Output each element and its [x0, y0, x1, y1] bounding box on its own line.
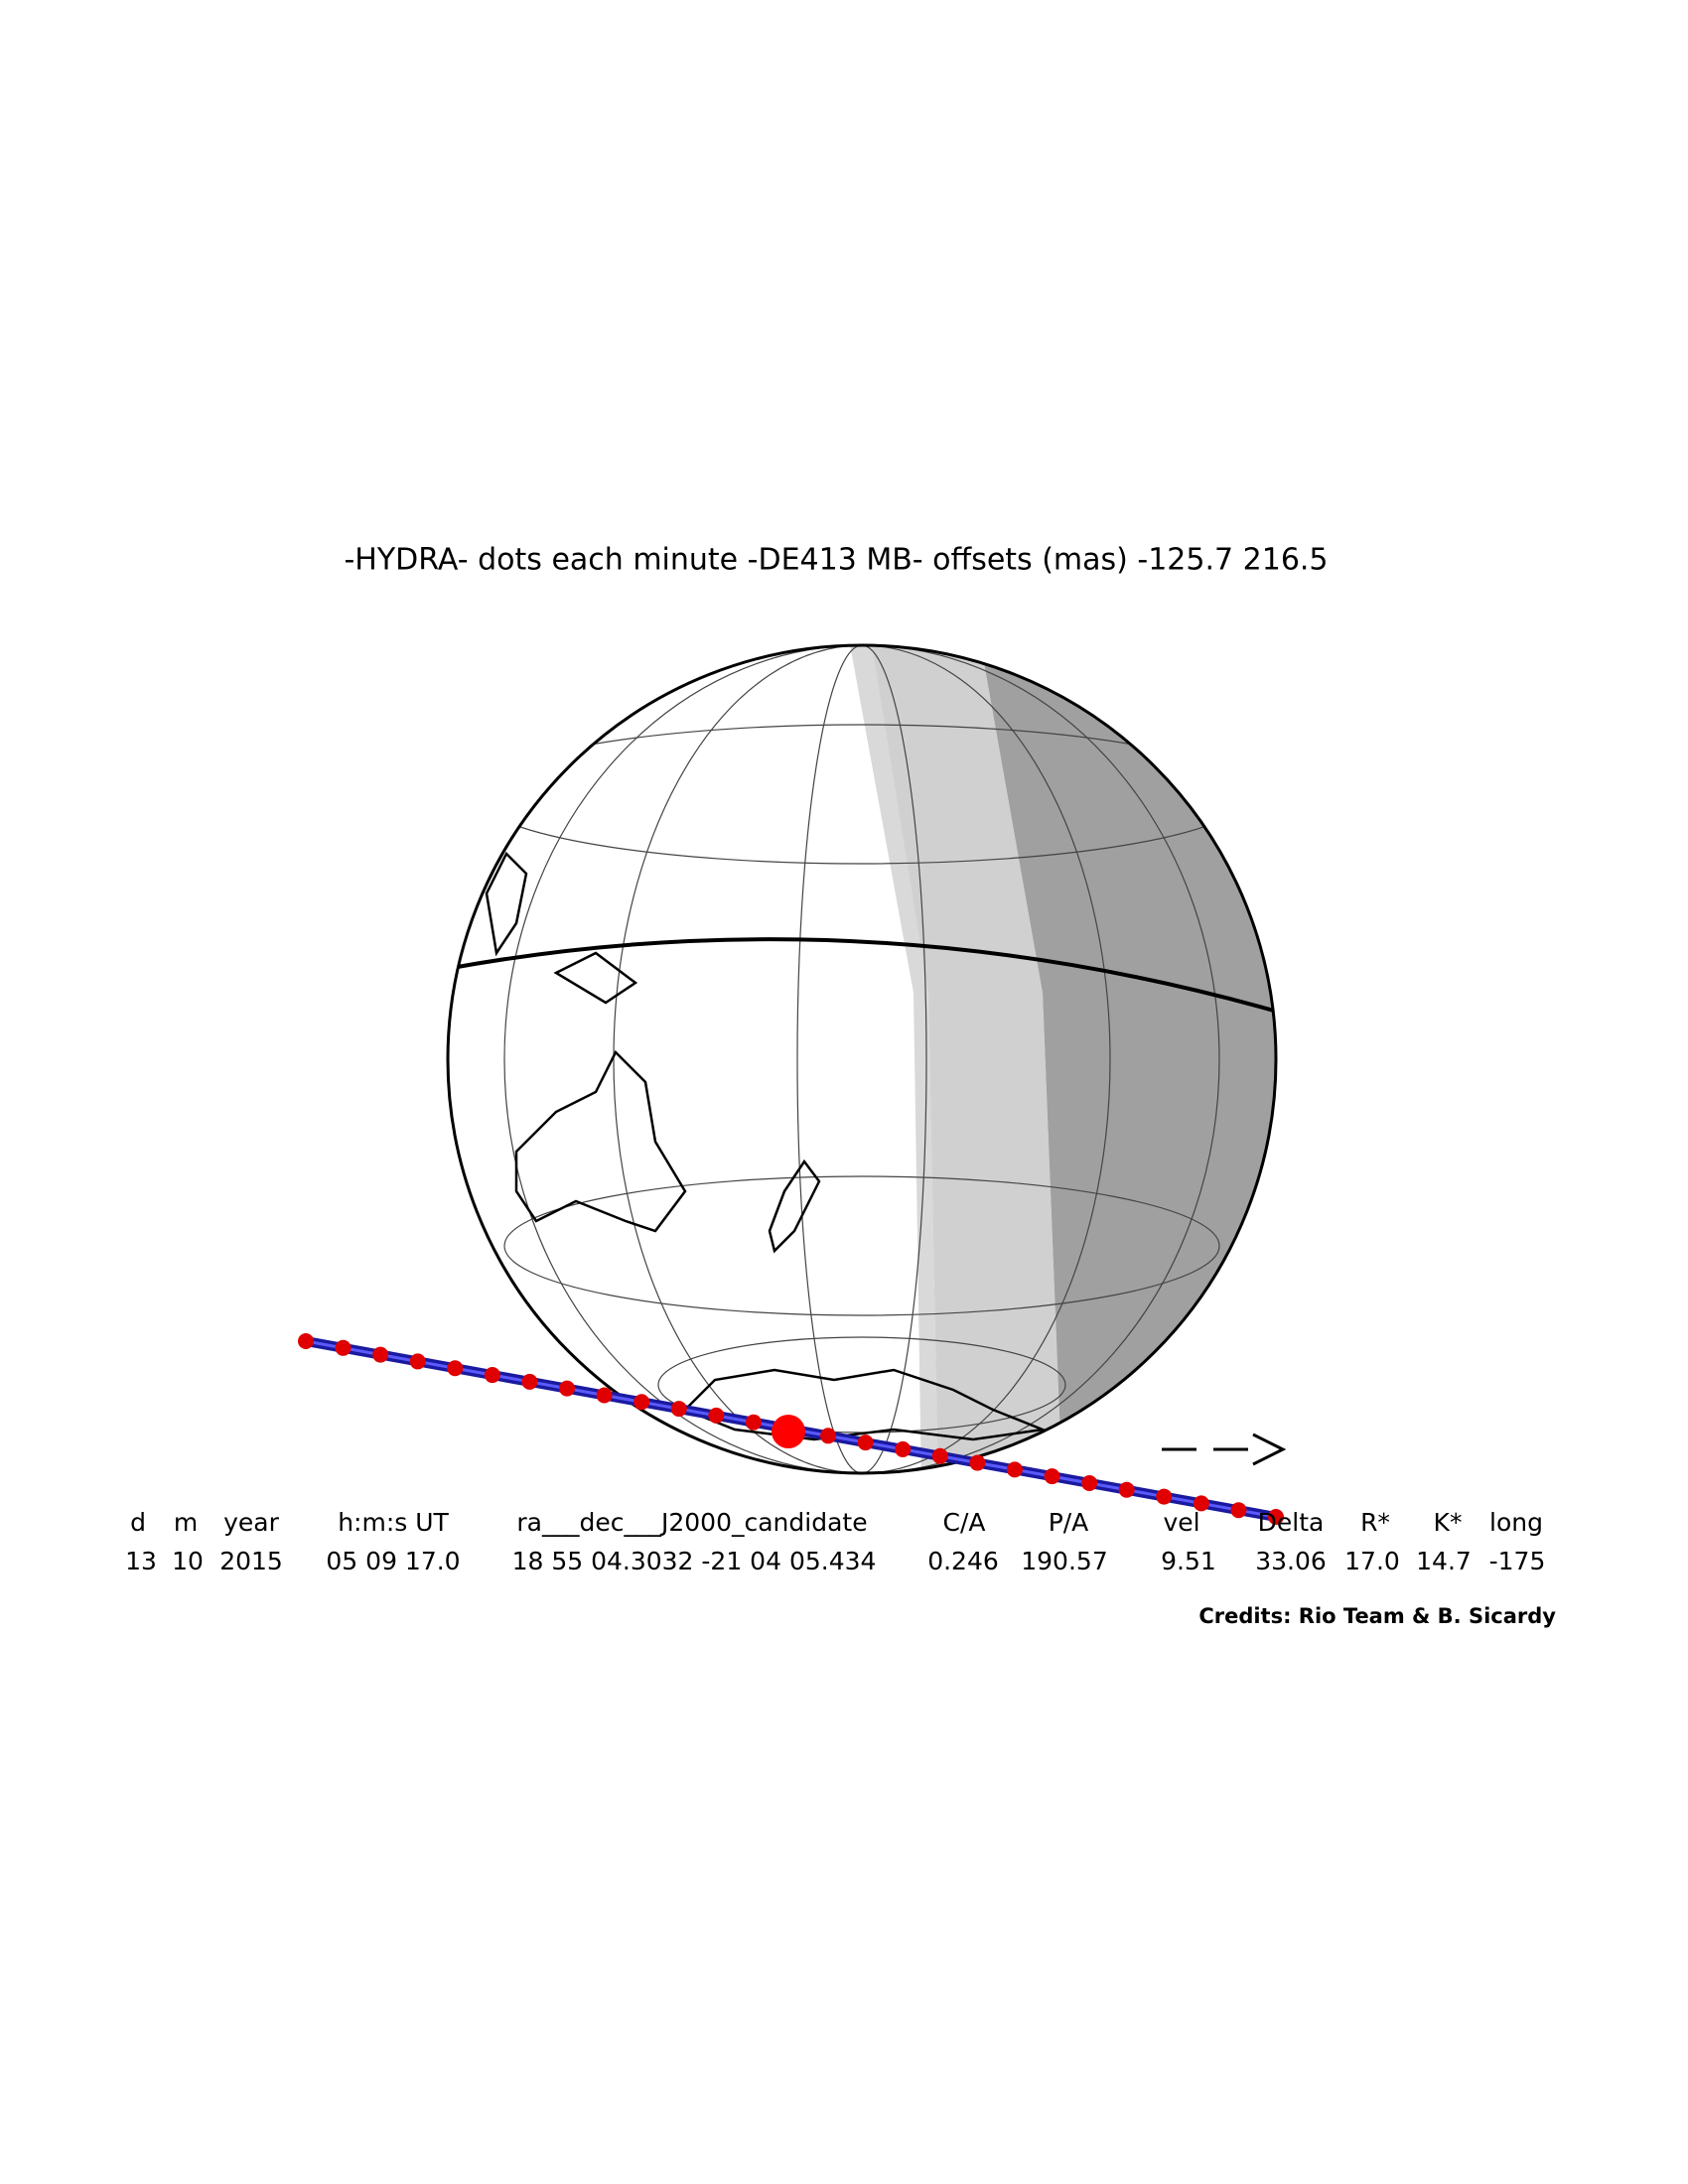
track-dot: [521, 1373, 538, 1390]
globe: [446, 643, 1278, 1475]
equator: [451, 937, 1276, 1015]
track-dot: [969, 1454, 986, 1471]
table-value: 05 09 17.0: [326, 1547, 460, 1575]
table-header: K*: [1434, 1508, 1463, 1537]
track-dot: [931, 1447, 948, 1464]
table-header: C/A: [943, 1508, 986, 1537]
table-value: 14.7: [1416, 1547, 1472, 1575]
table-header: d: [130, 1508, 146, 1537]
shadow-track: [298, 1333, 1284, 1525]
track-dot: [633, 1394, 650, 1411]
twilight-zone: [864, 645, 1062, 1473]
credits: Credits: Rio Team & B. Sicardy: [1198, 1604, 1556, 1628]
table-header: R*: [1360, 1508, 1390, 1537]
table-value: -175: [1489, 1547, 1546, 1575]
table-value: 0.246: [927, 1547, 999, 1575]
track-dot: [1193, 1495, 1209, 1512]
track-dot: [857, 1434, 874, 1451]
table-value: 13: [125, 1547, 157, 1575]
table-value: 2015: [219, 1547, 283, 1575]
parameter-table: d m year h:m:s UT ra___dec___J2000_candidate…: [125, 1508, 1545, 1575]
table-value: 17.0: [1344, 1547, 1400, 1575]
twilight: [841, 645, 938, 1473]
track-dot: [335, 1339, 352, 1356]
closest-approach: [772, 1415, 805, 1448]
title: -HYDRA- dots each minute -DE413 MB- offs…: [344, 543, 1328, 578]
track-dot: [1156, 1488, 1173, 1505]
track-dot: [670, 1401, 687, 1418]
coastlines: [485, 851, 1048, 1441]
table-header: h:m:s UT: [338, 1508, 449, 1537]
track-dot: [1268, 1509, 1284, 1525]
table-header: P/A: [1049, 1508, 1089, 1537]
track-dot: [1230, 1502, 1247, 1519]
track-dot: [484, 1367, 500, 1384]
track-dot: [820, 1428, 837, 1444]
table-header: m: [174, 1508, 198, 1537]
table-header: long: [1489, 1508, 1543, 1537]
track-dot: [745, 1414, 762, 1431]
track-dot: [559, 1380, 576, 1397]
table-header: year: [223, 1508, 279, 1537]
track-dot: [409, 1353, 426, 1370]
table-header: ra___dec___J2000_candidate: [516, 1508, 867, 1537]
track-dot: [372, 1346, 389, 1363]
track-dot: [447, 1360, 464, 1377]
track-dot: [1118, 1481, 1135, 1498]
table-value: 10: [172, 1547, 204, 1575]
table-header: vel: [1163, 1508, 1199, 1537]
table-value: 18 55 04.3032 -21 04 05.434: [512, 1547, 877, 1575]
track-dot: [895, 1440, 912, 1457]
track-dot: [1081, 1474, 1098, 1491]
direction-arrow: [1162, 1433, 1287, 1466]
track-dot: [596, 1387, 613, 1404]
track-dot: [1006, 1461, 1023, 1478]
table-header: Delta: [1258, 1508, 1325, 1537]
track-dot: [298, 1333, 314, 1349]
track-dot: [708, 1407, 725, 1424]
table-value: 33.06: [1255, 1547, 1327, 1575]
track-dot: [1044, 1468, 1060, 1485]
table-value: 190.57: [1021, 1547, 1107, 1575]
table-value: 9.51: [1161, 1547, 1216, 1575]
